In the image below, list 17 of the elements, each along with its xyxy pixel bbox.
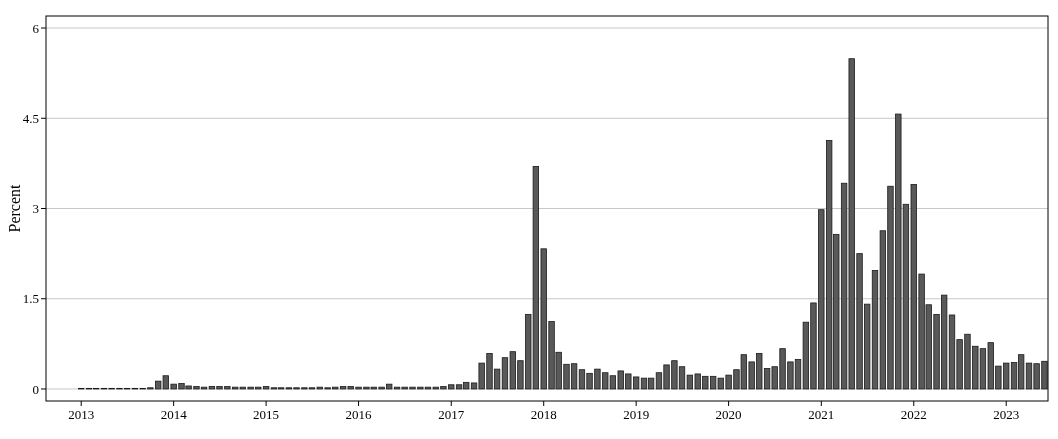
x-tick-label: 2013 — [68, 407, 95, 422]
x-tick-label: 2016 — [345, 407, 373, 422]
x-tick-label: 2015 — [253, 407, 280, 422]
y-axis-title: Percent — [6, 183, 23, 233]
y-tick-label: 1.5 — [22, 291, 39, 307]
x-tick-label: 2017 — [438, 407, 465, 422]
x-tick-label: 2018 — [530, 407, 557, 422]
x-tick-label: 2022 — [900, 407, 927, 422]
x-tick-label: 2023 — [993, 407, 1020, 422]
y-tick-label: 4.5 — [22, 110, 39, 126]
y-tick-label: 6 — [32, 20, 40, 36]
x-tick-label: 2014 — [160, 407, 188, 422]
x-tick-label: 2019 — [623, 407, 650, 422]
y-tick-label: 0 — [32, 381, 39, 397]
x-tick-label: 2021 — [808, 407, 835, 422]
x-tick-label: 2020 — [715, 407, 742, 422]
y-tick-label: 3 — [32, 201, 39, 217]
